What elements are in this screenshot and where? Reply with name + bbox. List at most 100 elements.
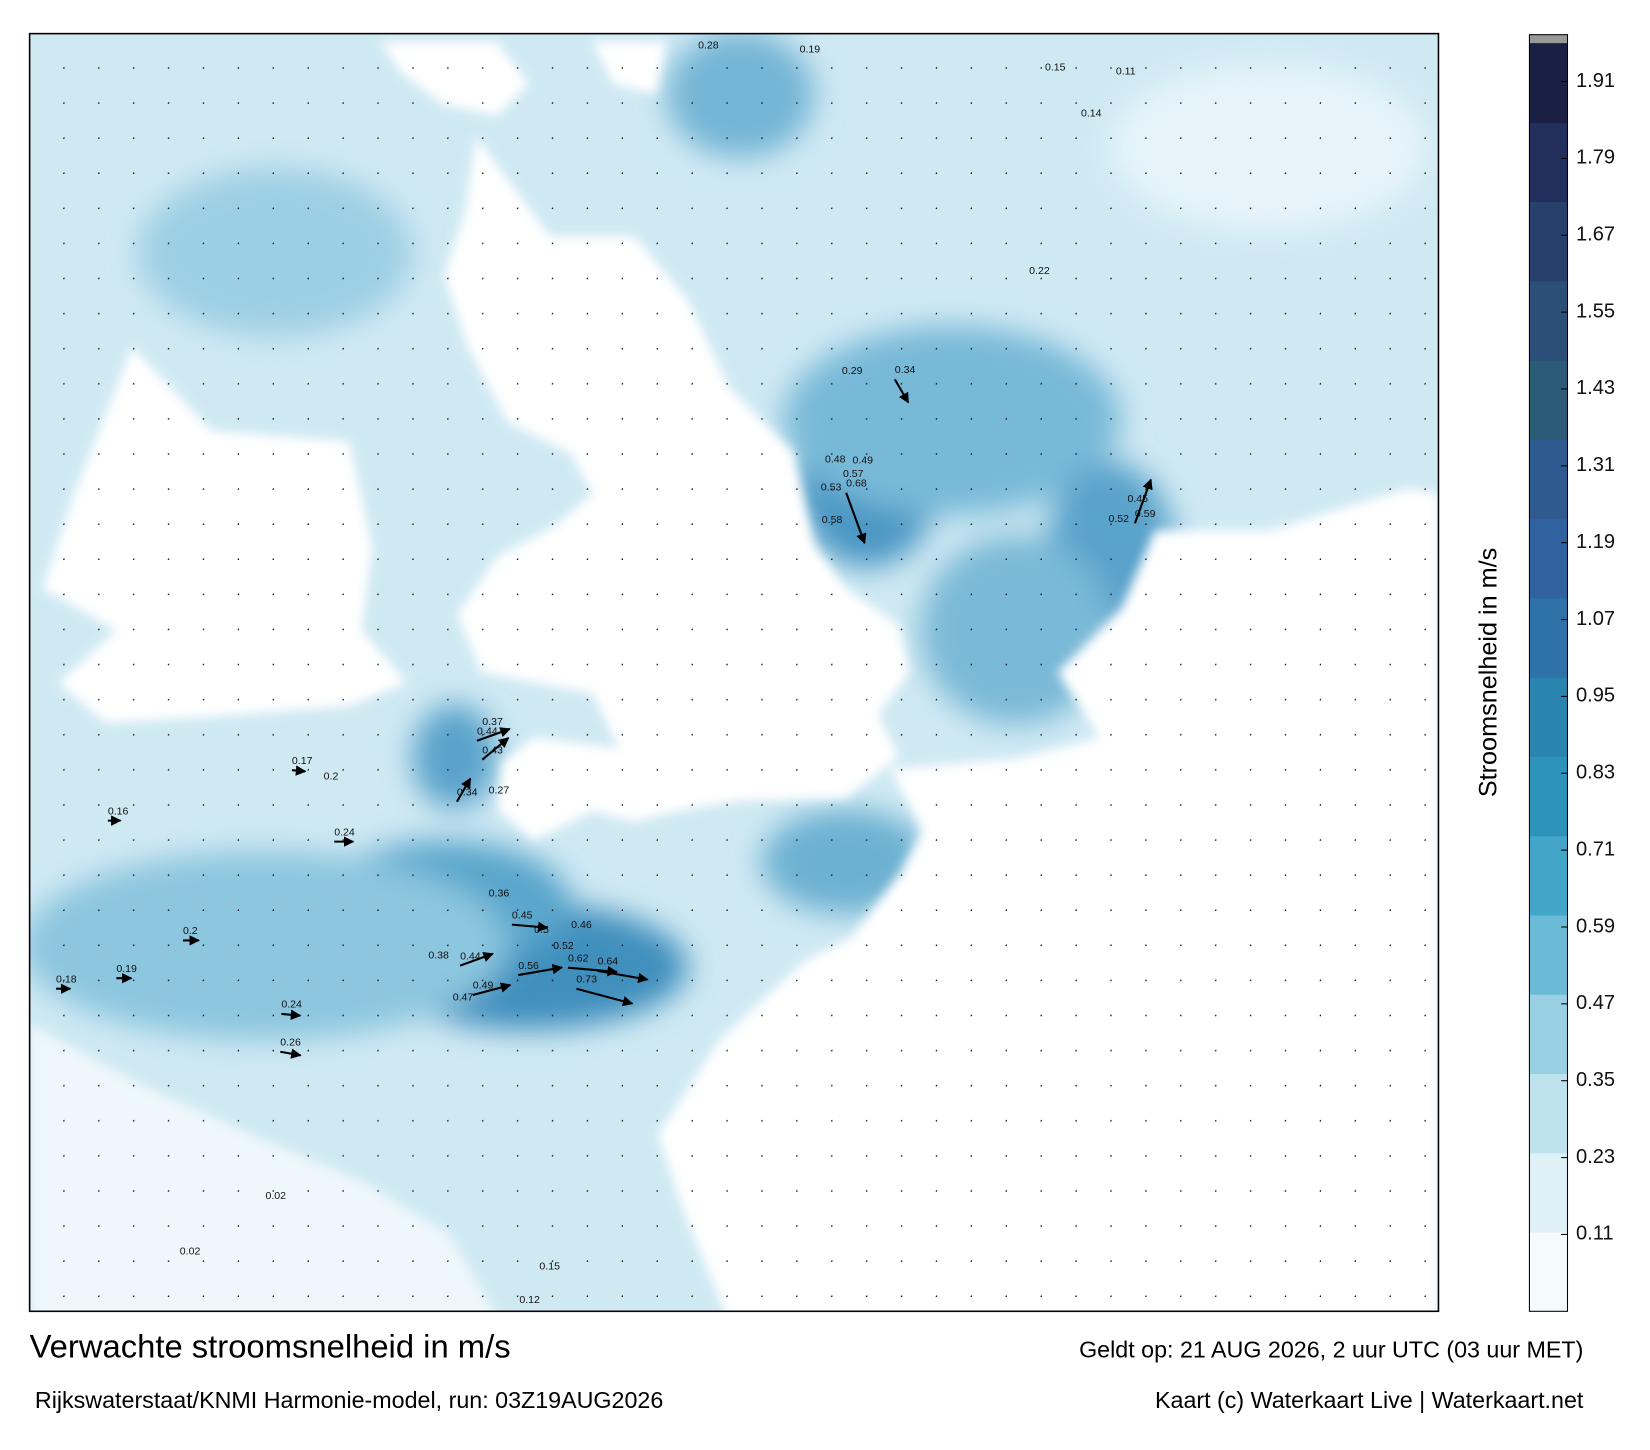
- speed-label: 0.44: [477, 725, 498, 737]
- current-arrow: [1133, 478, 1153, 524]
- colorbar-tick-label: 0.71: [1576, 838, 1615, 860]
- speed-label: 0.47: [453, 991, 474, 1003]
- speed-label: 0.19: [800, 44, 821, 56]
- colorbar-tick-label: 0.83: [1576, 762, 1615, 784]
- colorbar-band: [1529, 597, 1568, 678]
- colorbar-band: [1529, 1152, 1568, 1233]
- speed-label: 0.43: [482, 744, 503, 756]
- speed-label: 0.53: [821, 482, 842, 494]
- speed-label: 0.57: [843, 468, 864, 480]
- colorbar-band: [1529, 280, 1568, 361]
- valid-time: Geldt op: 21 AUG 2026, 2 uur UTC (03 uur…: [1079, 1337, 1583, 1363]
- colorbar-tick-label: 1.67: [1576, 224, 1615, 246]
- speed-label: 0.02: [180, 1246, 201, 1258]
- speed-label: 0.36: [489, 887, 510, 899]
- speed-label: 0.24: [281, 999, 302, 1011]
- colorbar-tick-label: 0.95: [1576, 685, 1615, 707]
- current-arrow: [511, 921, 549, 933]
- colorbar-band: [1529, 43, 1568, 123]
- speed-label: 0.34: [457, 786, 478, 798]
- speed-label: 0.18: [56, 973, 77, 985]
- speed-label: 0.15: [539, 1260, 560, 1272]
- speed-label: 0.22: [1029, 265, 1050, 277]
- colorbar-band: [1529, 439, 1568, 520]
- speed-label: 0.56: [518, 960, 539, 972]
- current-arrow: [281, 1009, 302, 1021]
- speed-label: 0.34: [895, 364, 916, 376]
- colorbar-band: [1529, 1073, 1568, 1154]
- current-arrow: [893, 378, 910, 404]
- speed-label: 0.14: [1081, 108, 1102, 120]
- speed-labels: 0.730.640.620.560.520.5 0.460.450.440.380…: [56, 39, 1156, 1306]
- speed-label: 0.28: [698, 39, 719, 51]
- colorbar-band: [1529, 835, 1568, 916]
- current-arrow: [845, 492, 867, 545]
- colorbar-tick-label: 0.59: [1576, 915, 1615, 937]
- colorbar-tick-label: 0.11: [1576, 1223, 1614, 1245]
- colorbar-tick-label: 1.19: [1576, 531, 1615, 553]
- current-arrow: [481, 737, 510, 761]
- colorbar-band: [1529, 518, 1568, 599]
- speed-label: 0.02: [265, 1190, 286, 1202]
- speed-label: 0.11: [1116, 66, 1136, 78]
- speed-label: 0.38: [428, 949, 449, 961]
- speed-label: 0.2: [324, 771, 339, 783]
- colorbar: 0.11 0.23 0.35 0.47 0.59 0.71 0.83 0.95 1.07 1.19…: [1528, 34, 1615, 1312]
- colorbar-band: [1529, 994, 1568, 1075]
- speed-label: 0.37: [482, 716, 503, 728]
- current-arrow: [472, 982, 512, 997]
- current-arrow: [456, 777, 472, 803]
- colorbar-tick-label: 1.55: [1576, 300, 1615, 322]
- colorbar-band: [1529, 122, 1568, 203]
- colorbar-label: Stroomsnelheid in m/s: [1475, 548, 1503, 797]
- speed-label: 0.46: [571, 919, 592, 931]
- speed-label: 0.68: [846, 478, 867, 490]
- current-arrow: [567, 965, 619, 977]
- speed-label: 0.44: [460, 950, 481, 962]
- colorbar-band: [1529, 360, 1568, 440]
- credit: Kaart (c) Waterkaart Live | Waterkaart.n…: [1155, 1387, 1584, 1413]
- colorbar-band: [1529, 756, 1568, 837]
- speed-label: 0.59: [1135, 508, 1156, 520]
- speed-label: 0.62: [568, 952, 589, 964]
- speed-label: 0.45: [512, 909, 533, 921]
- speed-label: 0.48: [825, 453, 846, 465]
- speed-label: 0.26: [280, 1037, 301, 1049]
- colorbar-tick-label: 1.79: [1576, 147, 1615, 169]
- speed-label: 0.49: [852, 454, 873, 466]
- map-frame: [28, 32, 1440, 1313]
- speed-label: 0.15: [1045, 61, 1066, 73]
- colorbar-tick-label: 1.31: [1576, 454, 1615, 476]
- speed-label: 0.29: [842, 365, 863, 377]
- speed-label: 0.49: [473, 980, 494, 992]
- colorbar-tick-label: 1.07: [1576, 608, 1615, 630]
- colorbar-band: [1529, 201, 1568, 282]
- current-arrow: [459, 952, 494, 967]
- current-arrow: [280, 1048, 302, 1059]
- colorbar-tick-label: 0.35: [1576, 1069, 1615, 1091]
- colorbar-frame: [1528, 34, 1569, 1312]
- speed-label: 0.52: [553, 940, 574, 952]
- speed-label: 0.64: [598, 956, 619, 968]
- map: 0.730.640.620.560.520.5 0.460.450.440.380…: [29, 33, 1439, 1312]
- colorbar-tick-label: 0.47: [1576, 992, 1615, 1014]
- current-arrow: [518, 963, 564, 977]
- colorbar-tick-label: 0.23: [1576, 1146, 1615, 1168]
- title: Verwachte stroomsnelheid in m/s: [30, 1328, 511, 1365]
- colorbar-cap: [1529, 34, 1568, 44]
- speed-label: 0.17: [292, 755, 313, 767]
- speed-label: 0.12: [519, 1294, 540, 1306]
- colorbar-band: [1529, 1232, 1568, 1312]
- speed-label: 0.16: [108, 805, 129, 817]
- speed-label: 0.52: [1108, 513, 1129, 525]
- current-arrow: [597, 969, 649, 984]
- speed-label: 0.24: [334, 826, 355, 838]
- speed-label: 0.58: [822, 514, 843, 526]
- speed-label: 0.73: [576, 973, 597, 985]
- current-arrow: [476, 727, 511, 742]
- current-arrow: [576, 987, 634, 1007]
- current-arrow: [291, 765, 307, 776]
- colorbar-band: [1529, 914, 1568, 995]
